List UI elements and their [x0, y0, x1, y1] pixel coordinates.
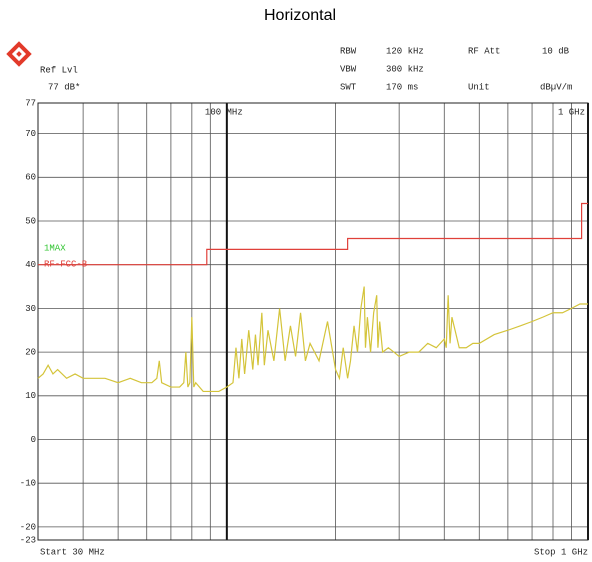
logo	[6, 41, 32, 67]
att-value: 10 dB	[542, 46, 570, 56]
y-tick-label: -23	[20, 535, 36, 545]
series-line	[37, 286, 588, 393]
unit-value: dBµV/m	[540, 82, 572, 92]
ref-label: Ref Lvl	[40, 65, 78, 75]
plot-frame	[37, 102, 589, 541]
vbw-value: 300 kHz	[386, 64, 424, 74]
legend-label: 1MAX	[44, 243, 66, 253]
y-tick-label: 60	[25, 173, 36, 183]
y-tick-label: 30	[25, 304, 36, 314]
rbw-value: 120 kHz	[386, 46, 424, 56]
y-tick-label: 50	[25, 216, 36, 226]
unit-label: Unit	[468, 82, 490, 92]
vbw-label: VBW	[340, 64, 357, 74]
y-tick-label: 10	[25, 391, 36, 401]
chart-title: Horizontal	[264, 7, 336, 24]
rbw-label: RBW	[340, 46, 357, 56]
legend-label: RF-FCC-B	[44, 259, 88, 269]
start-label: Start 30 MHz	[40, 547, 105, 557]
y-tick-label: 77	[25, 98, 36, 108]
y-tick-label: 0	[31, 435, 36, 445]
y-tick-label: 20	[25, 347, 36, 357]
y-tick-label: -20	[20, 522, 36, 532]
stop-label: Stop 1 GHz	[534, 547, 588, 557]
swt-label: SWT	[340, 82, 357, 92]
y-tick-label: 40	[25, 260, 36, 270]
y-tick-label: -10	[20, 479, 36, 489]
swt-value: 170 ms	[386, 82, 418, 92]
series-line	[38, 202, 588, 266]
marker-label: 1 GHz	[558, 107, 585, 117]
marker-label: 100 MHz	[205, 107, 243, 117]
ref-value: 77 dB*	[48, 82, 80, 92]
y-tick-label: 70	[25, 129, 36, 139]
att-label: RF Att	[468, 46, 500, 56]
